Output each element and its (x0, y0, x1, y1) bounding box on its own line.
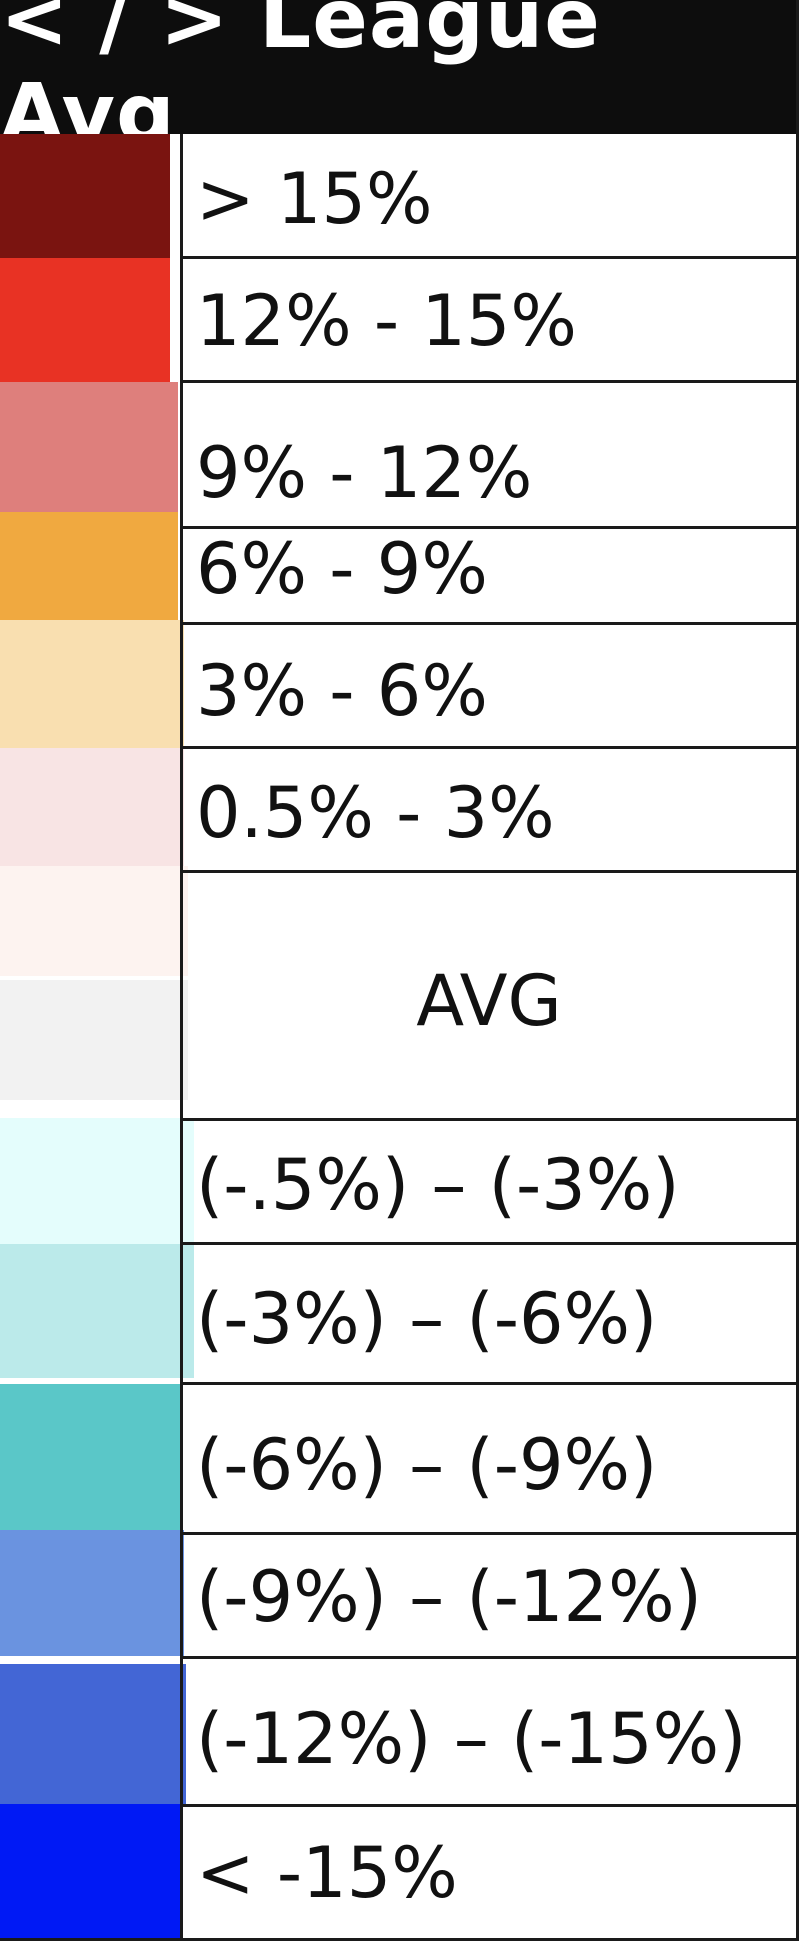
swatch-neg-3-6 (0, 1244, 194, 1378)
swatch-neg-6-9 (0, 1384, 180, 1530)
swatch-avg-top (0, 866, 188, 976)
legend-label: (-12%) – (-15%) (196, 1698, 747, 1780)
table-border-bottom (0, 1938, 799, 1941)
swatch-below-neg-15 (0, 1804, 180, 1938)
legend-label: (-9%) – (-12%) (196, 1556, 702, 1638)
swatch-neg-12-15 (0, 1664, 186, 1804)
swatch-05-3 (0, 748, 184, 866)
row-separator (180, 870, 799, 873)
legend-label: 12% - 15% (196, 280, 577, 362)
table-divider (180, 134, 183, 1940)
row-separator (180, 1656, 799, 1659)
swatch-9-12 (0, 382, 178, 512)
row-separator (180, 526, 799, 529)
legend-label: 9% - 12% (196, 432, 533, 514)
legend-label: 6% - 9% (196, 528, 488, 610)
row-separator (180, 1382, 799, 1385)
legend-label: 3% - 6% (196, 650, 488, 732)
legend-label: (-6%) – (-9%) (196, 1424, 658, 1506)
swatch-neg-05-3 (0, 1118, 194, 1244)
swatch-3-6 (0, 620, 184, 748)
legend-label: < -15% (196, 1832, 458, 1914)
row-separator (180, 380, 799, 383)
swatch-6-9 (0, 512, 178, 620)
legend-label-avg: AVG (416, 960, 562, 1042)
swatch-above-15 (0, 134, 170, 258)
legend-label: 0.5% - 3% (196, 772, 555, 854)
row-separator (180, 1118, 799, 1121)
row-separator (180, 1532, 799, 1535)
legend-label: > 15% (196, 158, 433, 240)
row-separator (180, 746, 799, 749)
swatch-avg-bottom (0, 980, 188, 1100)
row-separator (180, 256, 799, 259)
table-border-right (796, 0, 799, 1940)
row-separator (180, 622, 799, 625)
legend-label: (-3%) – (-6%) (196, 1278, 658, 1360)
row-separator (180, 1804, 799, 1807)
swatch-neg-9-12 (0, 1530, 184, 1656)
row-separator (180, 1242, 799, 1245)
legend-title: < / > League Avg (0, 0, 798, 162)
legend-label: (-.5%) – (-3%) (196, 1144, 680, 1226)
swatch-12-15 (0, 258, 170, 382)
